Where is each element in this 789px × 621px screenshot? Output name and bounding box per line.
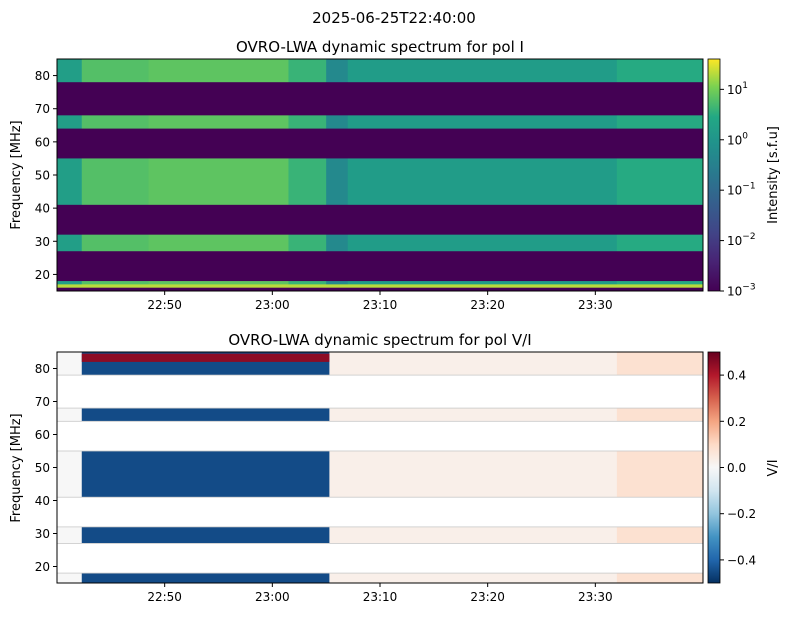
y-tick-label: 60 (35, 428, 50, 442)
panel-pol-vi: OVRO-LWA dynamic spectrum for pol V/I 20… (9, 331, 781, 604)
x-tick-label: 23:30 (578, 298, 613, 312)
colorbar-label: Intensity [s.f.u] (766, 126, 781, 224)
colorbar-tick-label: 100 (727, 131, 748, 147)
colorbar-tick-label: 0.4 (727, 369, 746, 383)
flagged-band (57, 251, 703, 282)
x-tick-label: 23:00 (255, 298, 290, 312)
spectrum-segment (329, 408, 618, 422)
spectrum-segment (81, 408, 330, 422)
colorbar-tick-label: 10−3 (727, 283, 756, 299)
x-tick-label: 23:30 (578, 590, 613, 604)
spectrum-segment (57, 408, 83, 422)
colorbar-label: V/I (766, 459, 781, 476)
panel-title: OVRO-LWA dynamic spectrum for pol V/I (228, 331, 531, 349)
colorbar-ticks: 0.4 0.2 0.0 −0.2 −0.4 (720, 369, 756, 567)
y-axis: 20 30 40 50 60 70 80 (35, 362, 57, 574)
flagged-band (57, 128, 703, 159)
x-tick-label: 23:10 (363, 590, 398, 604)
spectrum-segment (329, 352, 618, 376)
spectrum-segment (616, 352, 704, 376)
y-tick-label: 60 (35, 135, 50, 149)
y-tick-label: 30 (35, 235, 50, 249)
spectrum-segment (616, 451, 704, 498)
spectrum-segment (57, 573, 83, 583)
positive-stripe (81, 353, 330, 362)
y-tick-label: 80 (35, 69, 50, 83)
spectrum-cells (56, 351, 704, 584)
colorbar-tick-label: 10−1 (727, 182, 756, 198)
panel-title: OVRO-LWA dynamic spectrum for pol I (236, 38, 524, 56)
x-tick-label: 23:20 (470, 590, 505, 604)
flagged-band (57, 287, 703, 291)
spectrum-segment (81, 451, 330, 498)
y-tick-label: 30 (35, 527, 50, 541)
y-tick-label: 50 (35, 169, 50, 183)
y-tick-label: 20 (35, 560, 50, 574)
y-tick-label: 40 (35, 202, 50, 216)
x-tick-label: 22:50 (147, 298, 182, 312)
figure-suptitle: 2025-06-25T22:40:00 (312, 9, 476, 27)
x-axis: 22:50 23:00 23:10 23:20 23:30 (147, 291, 613, 312)
x-axis: 22:50 23:00 23:10 23:20 23:30 (147, 583, 613, 604)
spectrum-segment (329, 573, 618, 583)
colorbar (707, 351, 721, 584)
spectrum-segment (57, 526, 83, 544)
spectrum-segment (81, 573, 330, 583)
y-tick-label: 70 (35, 395, 50, 409)
y-axis-label: Frequency [MHz] (9, 120, 24, 229)
spectrum-segment (81, 526, 330, 544)
flagged-band (57, 204, 703, 235)
y-axis: 20 30 40 50 60 70 80 (35, 69, 57, 282)
x-tick-label: 23:10 (363, 298, 398, 312)
x-tick-label: 23:00 (255, 590, 290, 604)
x-tick-label: 23:20 (470, 298, 505, 312)
y-tick-label: 40 (35, 494, 50, 508)
y-tick-label: 20 (35, 268, 50, 282)
panel-pol-i: OVRO-LWA dynamic spectrum for pol I 20 30… (9, 38, 781, 312)
colorbar-tick-label: 0.0 (727, 461, 746, 475)
spectrum-segment (329, 451, 618, 498)
spectrum-segment (57, 451, 83, 498)
spectrum-segment (616, 573, 704, 583)
x-tick-label: 22:50 (147, 590, 182, 604)
colorbar-tick-label: 0.2 (727, 415, 746, 429)
colorbar-tick-label: 101 (727, 81, 748, 97)
y-tick-label: 80 (35, 362, 50, 376)
spectrum-cells (57, 59, 704, 291)
colorbar-ticks: 101 100 10−1 10−2 10−3 (720, 81, 756, 299)
colorbar-tick-label: 10−2 (727, 232, 756, 248)
colorbar (707, 58, 721, 292)
spectrum-segment (57, 352, 83, 376)
flagged-band (57, 82, 703, 116)
spectrum-segment (329, 526, 618, 544)
spectrum-segment (616, 526, 704, 544)
colorbar-tick-label: −0.2 (727, 507, 756, 521)
y-tick-label: 50 (35, 461, 50, 475)
colorbar-tick-label: −0.4 (727, 553, 756, 567)
spectrum-segment (616, 408, 704, 422)
y-axis-label: Frequency [MHz] (9, 413, 24, 522)
y-tick-label: 70 (35, 102, 50, 116)
